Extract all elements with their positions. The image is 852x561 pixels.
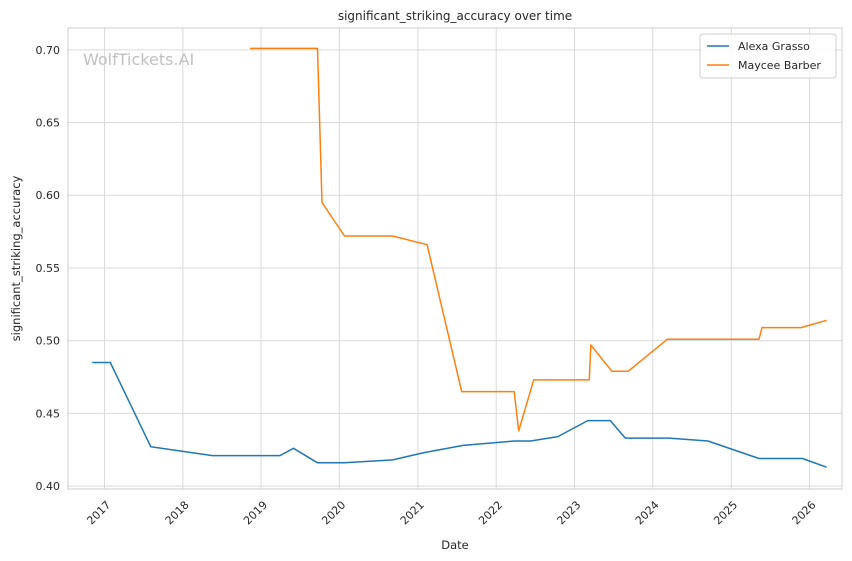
watermark-text: WolfTickets.AI bbox=[83, 50, 194, 69]
y-tick-label: 0.40 bbox=[36, 480, 61, 493]
y-tick-label: 0.45 bbox=[36, 407, 61, 420]
plot-area-frame bbox=[67, 27, 843, 490]
y-tick-label: 0.50 bbox=[36, 335, 61, 348]
series-line-1 bbox=[249, 47, 827, 432]
y-tick-label: 0.55 bbox=[36, 262, 61, 275]
legend-label-0: Alexa Grasso bbox=[738, 40, 810, 53]
x-axis-title: Date bbox=[441, 538, 469, 552]
y-axis-ticks: 0.40 0.45 0.50 0.55 0.60 0.65 0.70 bbox=[36, 44, 61, 493]
series-layer bbox=[92, 47, 827, 468]
legend: Alexa Grasso Maycee Barber bbox=[699, 33, 837, 79]
grid-lines bbox=[68, 28, 842, 489]
chart-title: significant_striking_accuracy over time bbox=[338, 9, 572, 23]
y-tick-label: 0.65 bbox=[36, 117, 61, 130]
legend-label-1: Maycee Barber bbox=[738, 59, 821, 72]
y-axis-title: significant_striking_accuracy bbox=[9, 175, 23, 341]
y-tick-label: 0.60 bbox=[36, 189, 61, 202]
series-line-0 bbox=[92, 361, 827, 468]
y-tick-label: 0.70 bbox=[36, 44, 61, 57]
legend-box bbox=[699, 33, 837, 79]
